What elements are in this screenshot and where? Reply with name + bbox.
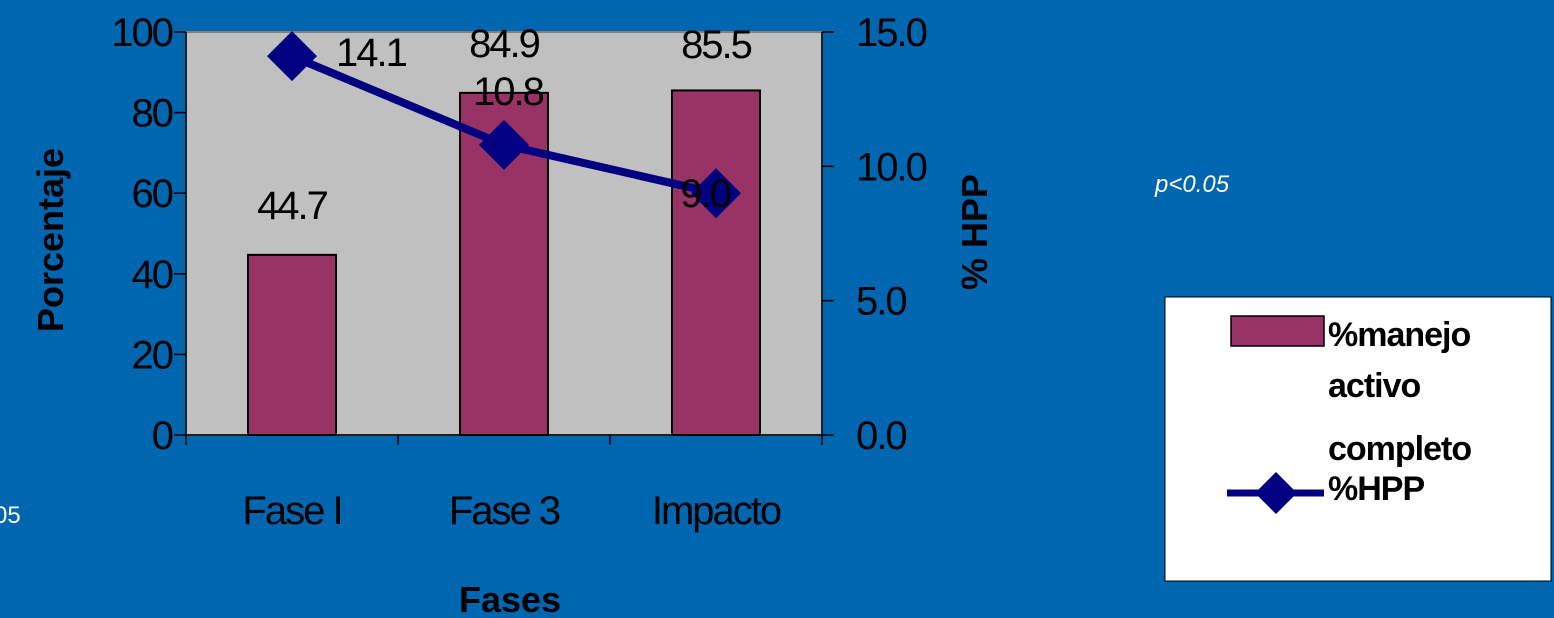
y2-tick-label: 15.0 xyxy=(856,11,927,55)
bar xyxy=(247,253,337,436)
legend-box xyxy=(1164,296,1552,582)
legend-bar-label-line1: %manejo xyxy=(1328,316,1470,354)
y-tick-label: 40 xyxy=(132,253,173,297)
x-tick-label: Fase 3 xyxy=(449,489,560,533)
legend-line-label: %HPP xyxy=(1328,470,1424,508)
legend-bar-label-line2: activo xyxy=(1328,367,1420,405)
y-tick-label: 100 xyxy=(111,11,172,55)
significance-note: p<0.05 xyxy=(1154,171,1230,198)
legend-bar-label-line3: completo xyxy=(1328,430,1471,468)
line-marker xyxy=(691,168,741,219)
y2-tick-label: 0.0 xyxy=(856,414,906,458)
line-data-label: 14.1 xyxy=(336,31,407,75)
bar-data-label: 85.5 xyxy=(681,23,752,67)
legend-bar-swatch xyxy=(1230,315,1325,347)
y2-tick-label: 10.0 xyxy=(856,145,927,189)
line-data-label: 10.8 xyxy=(473,70,544,114)
y-tick-label: 20 xyxy=(132,333,173,377)
y2-tick-label: 5.0 xyxy=(856,280,906,324)
y-tick-label: 0 xyxy=(152,414,173,458)
y-tick-label: 80 xyxy=(132,92,173,136)
bar-data-label: 84.9 xyxy=(469,22,540,66)
x-tick-label: Fase I xyxy=(242,489,341,533)
y2-axis-title: % HPP xyxy=(954,174,995,290)
legend-diamond-icon xyxy=(1255,472,1297,514)
cropped-note: 05 xyxy=(0,502,21,529)
y-axis-title: Porcentaje xyxy=(30,148,71,332)
line-marker xyxy=(479,119,529,170)
legend: %manejo activo completo %HPP xyxy=(1164,296,1552,582)
y-tick-label: 60 xyxy=(132,172,173,216)
bar xyxy=(671,89,761,436)
line-marker xyxy=(267,31,317,82)
x-axis-title: Fases xyxy=(459,579,561,618)
bar-data-label: 44.7 xyxy=(257,184,328,228)
x-tick-label: Impacto xyxy=(652,489,781,533)
line-data-label: 9.0 xyxy=(680,172,730,216)
